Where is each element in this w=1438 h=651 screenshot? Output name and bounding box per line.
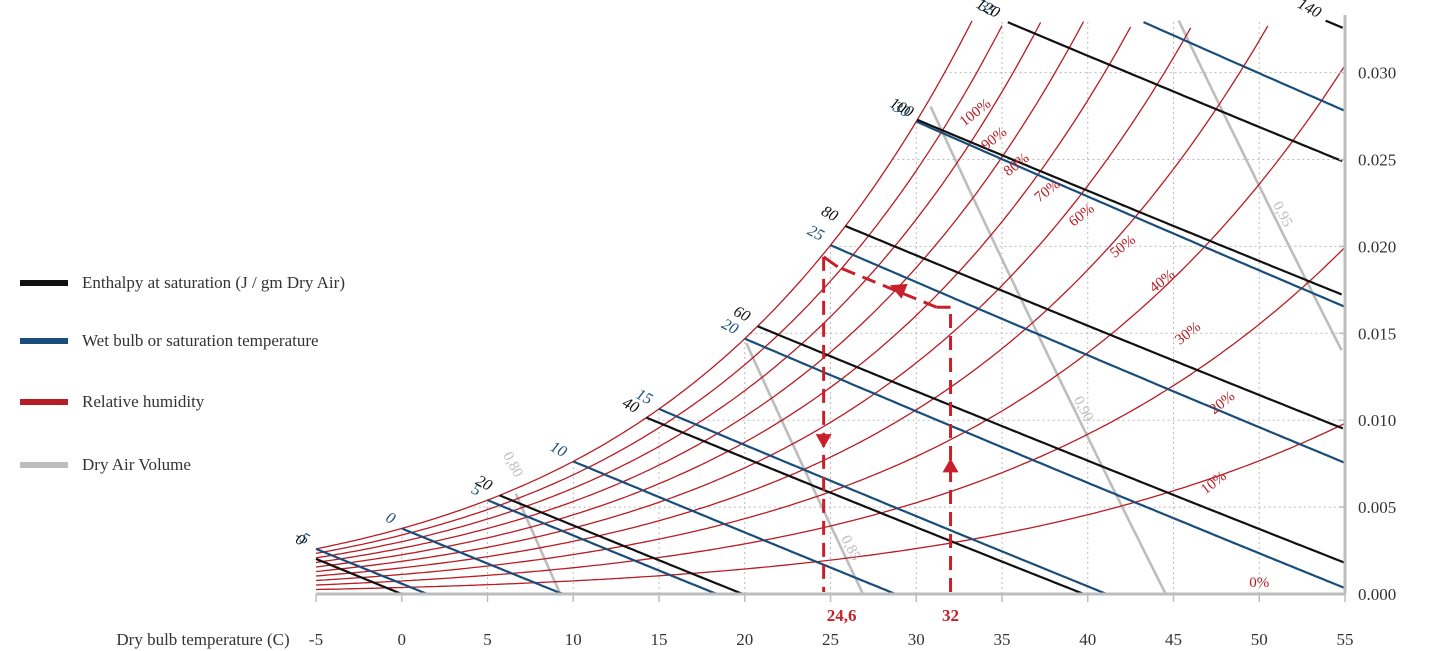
x-tick-label: 15 [651,630,668,649]
wet-bulb-line [1143,21,1346,112]
dry-air-volume-line [929,105,1167,595]
relative-humidity-curve [315,20,973,550]
process-arrow-up [942,458,959,473]
x-tick-label: -5 [309,630,323,649]
relative-humidity-label: 30% [1172,319,1204,349]
y-tick-label: 0.030 [1358,64,1396,83]
x-tick-label: 40 [1079,630,1096,649]
x-tick-label: 45 [1165,630,1182,649]
x-tick-label: 5 [483,630,492,649]
legend-swatch-dry-air-volume [20,462,68,468]
relative-humidity-label: 20% [1207,388,1239,418]
x-tick-label: 25 [822,630,839,649]
process-corner [822,255,839,269]
process-label-32: 32 [942,606,959,625]
legend-label: Relative humidity [82,392,205,411]
enthalpy-label: 40 [619,394,641,417]
enthalpy-line [1007,21,1343,163]
wet-bulb-line [315,547,428,596]
relative-humidity-label: 80% [1001,150,1033,180]
grid [401,20,1345,594]
relative-humidity-curve [315,422,1346,591]
wet-bulb-label: 10 [547,438,569,461]
relative-humidity-label: 70% [1032,176,1064,206]
process-arrow-left [889,283,908,299]
relative-humidity-label: 60% [1066,201,1098,231]
legend-item-wet-bulb: Wet bulb or saturation temperature [20,326,319,356]
x-tick-label: 30 [908,630,925,649]
x-tick-label: 55 [1337,630,1354,649]
legend-label: Wet bulb or saturation temperature [82,331,319,350]
dry-air-volume-line [514,493,562,595]
relative-humidity-curve [315,246,1346,586]
enthalpy-label: 20 [473,472,495,495]
wet-bulb-label: 15 [633,386,655,409]
relative-humidity-curve [315,25,1003,555]
wet-bulb-label: 20 [719,316,741,339]
legend-swatch-relative-humidity [20,399,68,405]
process-arrow-down [815,434,832,449]
enthalpy-label: 60 [731,303,753,326]
process-path: 32 24,6 [815,255,959,625]
x-tick-label: 35 [994,630,1011,649]
process-humidify-segment [837,265,938,309]
relative-humidity-label: 10% [1198,468,1230,498]
x-tick-label: 10 [565,630,582,649]
y-tick-label: 0.020 [1358,237,1396,256]
wet-bulb-lines [315,21,1346,596]
enthalpy-label: 80 [818,203,840,226]
wet-bulb-line [401,527,565,596]
y-tick-label: 0.010 [1358,411,1396,430]
enthalpy-label: 100 [887,95,916,121]
relative-humidity-label: 50% [1107,232,1139,262]
wet-bulb-line [830,244,1346,464]
axes: -5 0 5 10 15 20 25 30 35 40 45 50 55 Dry bulb tempera… [116,15,1396,649]
enthalpy-line [916,118,1343,296]
legend-label: Enthalpy at saturation (J / gm Dry Air) [82,273,345,292]
relative-humidity-curve [315,22,1042,559]
wet-bulb-label: 25 [804,222,826,245]
enthalpy-line [757,325,1346,564]
x-tick-label: 0 [398,630,407,649]
wet-bulb-label: 35 [975,0,998,20]
relative-humidity-label: 40% [1147,267,1179,297]
enthalpy-lines [315,19,1346,596]
relative-humidity-label: 90% [979,124,1011,154]
legend-swatch-wet-bulb [20,338,68,344]
enthalpy-line [844,224,1344,430]
x-axis-label: Dry bulb temperature (C) [116,630,289,649]
relative-humidity-curve [315,26,1132,568]
legend-item-enthalpy: Enthalpy at saturation (J / gm Dry Air) [20,268,345,298]
y-tick-label: 0.015 [1358,324,1396,343]
relative-humidity-label: 0% [1249,575,1269,591]
wet-bulb-label: 30 [889,98,912,121]
legend-swatch-enthalpy [20,280,68,286]
enthalpy-label: 140 [1295,0,1324,22]
y-tick-label: 0.005 [1358,498,1396,517]
wet-bulb-label: 0 [383,509,398,528]
y-tick-label: 0.025 [1358,151,1396,170]
wet-bulb-line [487,499,720,596]
legend-item-relative-humidity: Relative humidity [20,387,204,417]
legend-item-dry-air-volume: Dry Air Volume [20,450,191,480]
dry-air-volume-line [1177,19,1343,351]
wet-bulb-line [915,120,1346,308]
process-label-24-6: 24,6 [827,606,857,625]
x-tick-label: 20 [736,630,753,649]
enthalpy-line [315,557,406,596]
wet-bulb-line [572,460,900,596]
wet-bulb-line [744,337,1346,590]
dry-air-volume-label: 0,80 [499,449,525,480]
enthalpy-line [1325,19,1344,29]
relative-humidity-curve [315,25,1269,577]
y-tick-label: 0.000 [1358,585,1396,604]
x-tick-label: 50 [1251,630,1268,649]
legend-label: Dry Air Volume [82,455,191,474]
wet-bulb-line [658,407,1110,596]
relative-humidity-curves [315,20,1346,591]
relative-humidity-curve [315,21,1085,564]
enthalpy-line [645,416,1085,596]
enthalpy-line [499,494,745,596]
